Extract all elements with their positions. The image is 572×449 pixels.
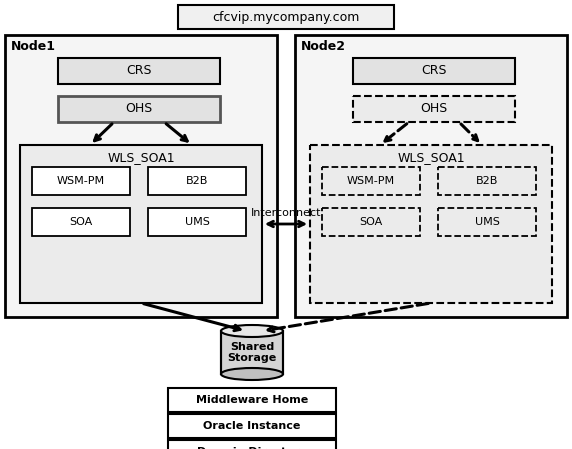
Text: CRS: CRS bbox=[126, 65, 152, 78]
Bar bbox=[58, 58, 220, 84]
Bar bbox=[353, 58, 515, 84]
Ellipse shape bbox=[221, 325, 283, 337]
Bar bbox=[322, 167, 420, 195]
Text: UMS: UMS bbox=[185, 217, 209, 227]
Text: WLS_SOA1: WLS_SOA1 bbox=[107, 151, 175, 164]
Bar bbox=[32, 208, 130, 236]
Bar bbox=[295, 35, 567, 317]
Bar bbox=[178, 5, 394, 29]
Bar bbox=[58, 96, 220, 122]
Bar bbox=[148, 208, 246, 236]
Text: Oracle Instance: Oracle Instance bbox=[203, 421, 301, 431]
Bar bbox=[168, 414, 336, 438]
Text: Domain Directory: Domain Directory bbox=[197, 447, 307, 449]
Text: B2B: B2B bbox=[476, 176, 498, 186]
Ellipse shape bbox=[221, 368, 283, 380]
Bar bbox=[32, 167, 130, 195]
Bar bbox=[168, 388, 336, 412]
Text: WSM-PM: WSM-PM bbox=[57, 176, 105, 186]
Bar bbox=[148, 167, 246, 195]
Bar bbox=[221, 331, 283, 374]
Text: Node1: Node1 bbox=[10, 40, 55, 53]
Text: UMS: UMS bbox=[475, 217, 499, 227]
Text: WLS_SOA1: WLS_SOA1 bbox=[397, 151, 465, 164]
Text: Shared
Storage: Shared Storage bbox=[228, 342, 277, 363]
Text: Node2: Node2 bbox=[300, 40, 345, 53]
Bar bbox=[168, 440, 336, 449]
Text: cfcvip.mycompany.com: cfcvip.mycompany.com bbox=[212, 10, 360, 23]
Bar bbox=[438, 208, 536, 236]
Text: Middleware Home: Middleware Home bbox=[196, 395, 308, 405]
Text: OHS: OHS bbox=[420, 102, 448, 115]
Bar bbox=[310, 145, 552, 303]
Bar bbox=[322, 208, 420, 236]
Text: SOA: SOA bbox=[359, 217, 383, 227]
Bar bbox=[5, 35, 277, 317]
Text: OHS: OHS bbox=[125, 102, 153, 115]
Bar bbox=[20, 145, 262, 303]
Text: WSM-PM: WSM-PM bbox=[347, 176, 395, 186]
Text: B2B: B2B bbox=[186, 176, 208, 186]
Bar bbox=[353, 96, 515, 122]
Text: Interconnect: Interconnect bbox=[251, 208, 321, 218]
Text: SOA: SOA bbox=[69, 217, 93, 227]
Text: CRS: CRS bbox=[421, 65, 447, 78]
Bar bbox=[438, 167, 536, 195]
